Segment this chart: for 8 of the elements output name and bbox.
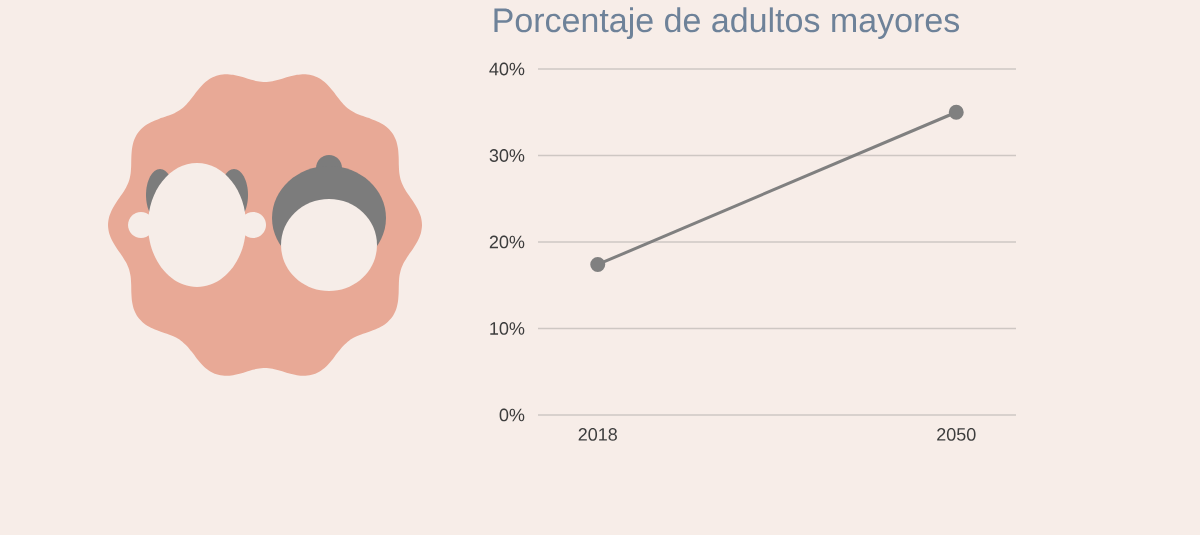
y-tick-label: 40% bbox=[489, 62, 525, 76]
y-tick-label: 0% bbox=[499, 408, 525, 422]
y-tick-label: 20% bbox=[489, 235, 525, 249]
y-tick-label: 10% bbox=[490, 322, 525, 335]
x-tick-label: 2050 bbox=[937, 428, 976, 441]
y-tick-label: 30% bbox=[489, 149, 525, 162]
x-tick-label: 2018 bbox=[578, 428, 617, 441]
chart-title: Porcentaje de adultos mayores bbox=[494, 7, 960, 40]
